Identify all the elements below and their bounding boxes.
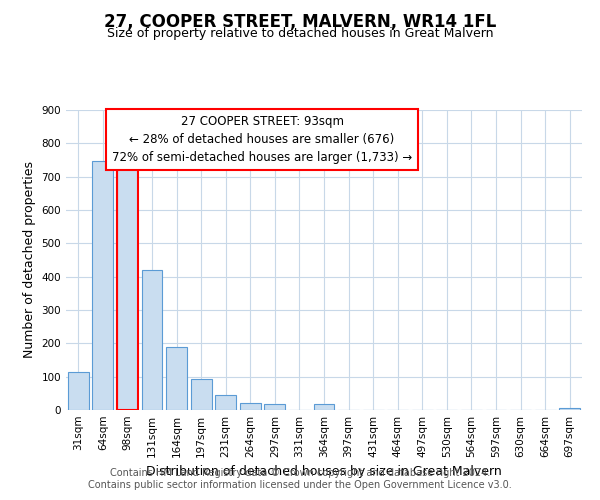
Bar — [314, 404, 334, 410]
Bar — [142, 270, 163, 410]
Bar — [166, 346, 187, 410]
Bar — [265, 404, 286, 410]
Text: 27 COOPER STREET: 93sqm
← 28% of detached houses are smaller (676)
72% of semi-d: 27 COOPER STREET: 93sqm ← 28% of detache… — [112, 114, 412, 164]
X-axis label: Distribution of detached houses by size in Great Malvern: Distribution of detached houses by size … — [146, 466, 502, 478]
Bar — [191, 379, 212, 410]
Bar — [559, 408, 580, 410]
Text: Contains HM Land Registry data © Crown copyright and database right 2024.: Contains HM Land Registry data © Crown c… — [110, 468, 490, 477]
Bar — [215, 394, 236, 410]
Bar — [240, 402, 261, 410]
Text: Size of property relative to detached houses in Great Malvern: Size of property relative to detached ho… — [107, 28, 493, 40]
Text: 27, COOPER STREET, MALVERN, WR14 1FL: 27, COOPER STREET, MALVERN, WR14 1FL — [104, 12, 496, 30]
Bar — [117, 160, 138, 410]
Y-axis label: Number of detached properties: Number of detached properties — [23, 162, 36, 358]
Bar — [92, 160, 113, 410]
Bar — [68, 372, 89, 410]
Text: Contains public sector information licensed under the Open Government Licence v3: Contains public sector information licen… — [88, 480, 512, 490]
